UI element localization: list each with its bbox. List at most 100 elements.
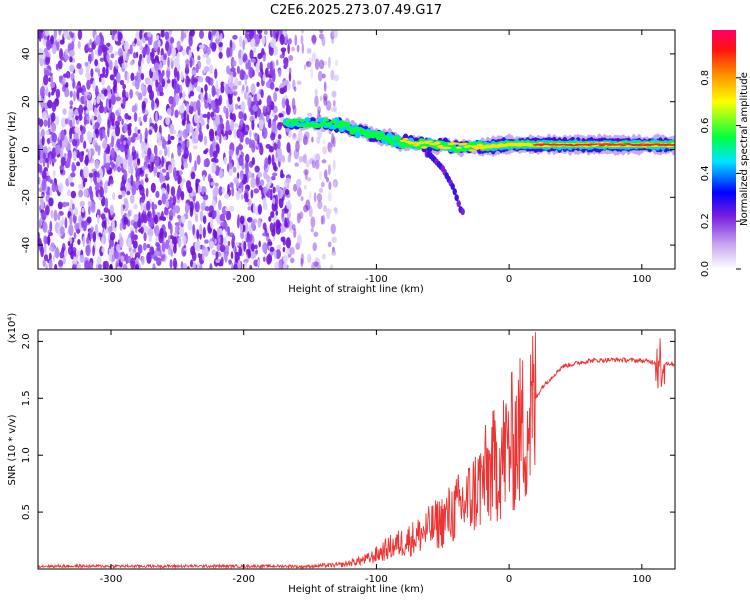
noise-speckle	[137, 59, 142, 68]
ridge-blob	[460, 142, 468, 146]
noise-speckle	[232, 70, 237, 78]
noise-speckle	[330, 138, 335, 148]
noise-speckle	[293, 148, 300, 160]
noise-speckle	[156, 257, 162, 266]
noise-speckle	[237, 144, 244, 151]
noise-speckle	[269, 246, 275, 252]
noise-speckle	[44, 89, 47, 95]
noise-speckle	[153, 214, 159, 225]
noise-speckle	[123, 197, 128, 204]
noise-speckle	[132, 248, 137, 253]
noise-speckle	[182, 250, 187, 257]
noise-speckle	[120, 205, 124, 217]
noise-speckle	[122, 96, 126, 107]
noise-speckle	[325, 100, 332, 111]
noise-speckle	[189, 259, 194, 268]
noise-speckle	[76, 250, 80, 257]
noise-speckle	[190, 171, 196, 180]
noise-speckle	[134, 227, 138, 234]
noise-speckle	[140, 226, 144, 235]
noise-speckle	[170, 135, 175, 141]
noise-speckle	[40, 245, 45, 258]
noise-speckle	[105, 158, 111, 164]
noise-speckle	[117, 115, 122, 122]
noise-speckle	[202, 113, 208, 118]
ridge-blob	[452, 142, 460, 145]
noise-speckle	[296, 80, 302, 85]
noise-speckle	[49, 187, 53, 197]
noise-speckle	[79, 132, 84, 144]
noise-speckle	[103, 106, 108, 114]
noise-speckle	[146, 244, 151, 249]
noise-speckle	[158, 91, 164, 97]
noise-speckle	[322, 138, 326, 145]
noise-speckle	[176, 40, 181, 51]
noise-speckle	[138, 36, 143, 49]
noise-speckle	[87, 47, 94, 53]
noise-speckle	[196, 154, 201, 166]
noise-speckle	[216, 126, 221, 137]
noise-speckle	[121, 118, 124, 126]
noise-speckle	[266, 254, 272, 265]
noise-speckle	[69, 64, 75, 73]
noise-speckle	[216, 227, 221, 237]
y-tick-label: -40	[21, 237, 32, 253]
noise-speckle	[154, 70, 159, 79]
noise-speckle	[330, 107, 336, 113]
noise-speckle	[182, 262, 188, 269]
noise-speckle	[39, 86, 46, 98]
noise-speckle	[172, 244, 177, 254]
snr-plot	[38, 332, 675, 569]
noise-speckle	[160, 254, 166, 260]
noise-speckle	[115, 96, 121, 102]
noise-speckle	[94, 68, 99, 73]
noise-speckle	[70, 190, 77, 199]
colorbar-tick-label: 0.4	[700, 165, 711, 181]
noise-speckle	[312, 242, 318, 252]
noise-speckle	[122, 204, 126, 209]
noise-speckle	[279, 33, 285, 46]
noise-speckle	[201, 185, 205, 195]
noise-speckle	[211, 30, 217, 36]
noise-speckle	[76, 63, 82, 70]
noise-speckle	[306, 48, 312, 54]
noise-speckle	[239, 222, 244, 234]
noise-speckle	[197, 55, 201, 61]
noise-speckle	[94, 223, 99, 234]
noise-speckle	[179, 226, 185, 238]
noise-speckle	[220, 84, 225, 94]
noise-speckle	[78, 183, 83, 190]
noise-speckle	[194, 160, 197, 172]
noise-speckle	[77, 40, 81, 49]
noise-speckle	[64, 118, 68, 125]
noise-speckle	[93, 175, 97, 186]
noise-speckle	[290, 257, 295, 264]
noise-speckle	[203, 159, 207, 168]
noise-speckle	[140, 73, 145, 80]
noise-speckle	[199, 232, 202, 240]
noise-speckle	[40, 51, 46, 60]
noise-speckle	[58, 75, 64, 80]
noise-speckle	[119, 235, 124, 248]
noise-speckle	[307, 112, 313, 117]
noise-speckle	[123, 52, 126, 63]
noise-speckle	[212, 210, 217, 218]
noise-speckle	[103, 89, 108, 97]
noise-speckle	[62, 256, 66, 265]
noise-speckle	[127, 177, 132, 183]
noise-speckle	[259, 61, 263, 73]
noise-speckle	[48, 77, 52, 83]
noise-speckle	[157, 81, 162, 93]
noise-speckle	[121, 38, 125, 46]
noise-speckle	[269, 81, 275, 90]
x-tick-label: -300	[100, 574, 123, 585]
noise-speckle	[129, 88, 133, 99]
noise-speckle	[329, 264, 334, 269]
noise-speckle	[233, 77, 239, 88]
noise-speckle	[48, 197, 54, 207]
noise-speckle	[209, 143, 214, 156]
noise-speckle	[109, 74, 115, 81]
noise-speckle	[85, 244, 91, 257]
noise-speckle	[261, 35, 266, 45]
noise-speckle	[169, 196, 173, 202]
